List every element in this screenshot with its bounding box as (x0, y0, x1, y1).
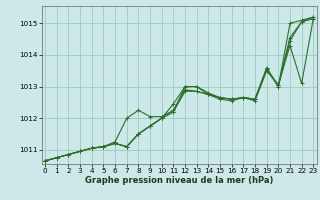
X-axis label: Graphe pression niveau de la mer (hPa): Graphe pression niveau de la mer (hPa) (85, 176, 273, 185)
